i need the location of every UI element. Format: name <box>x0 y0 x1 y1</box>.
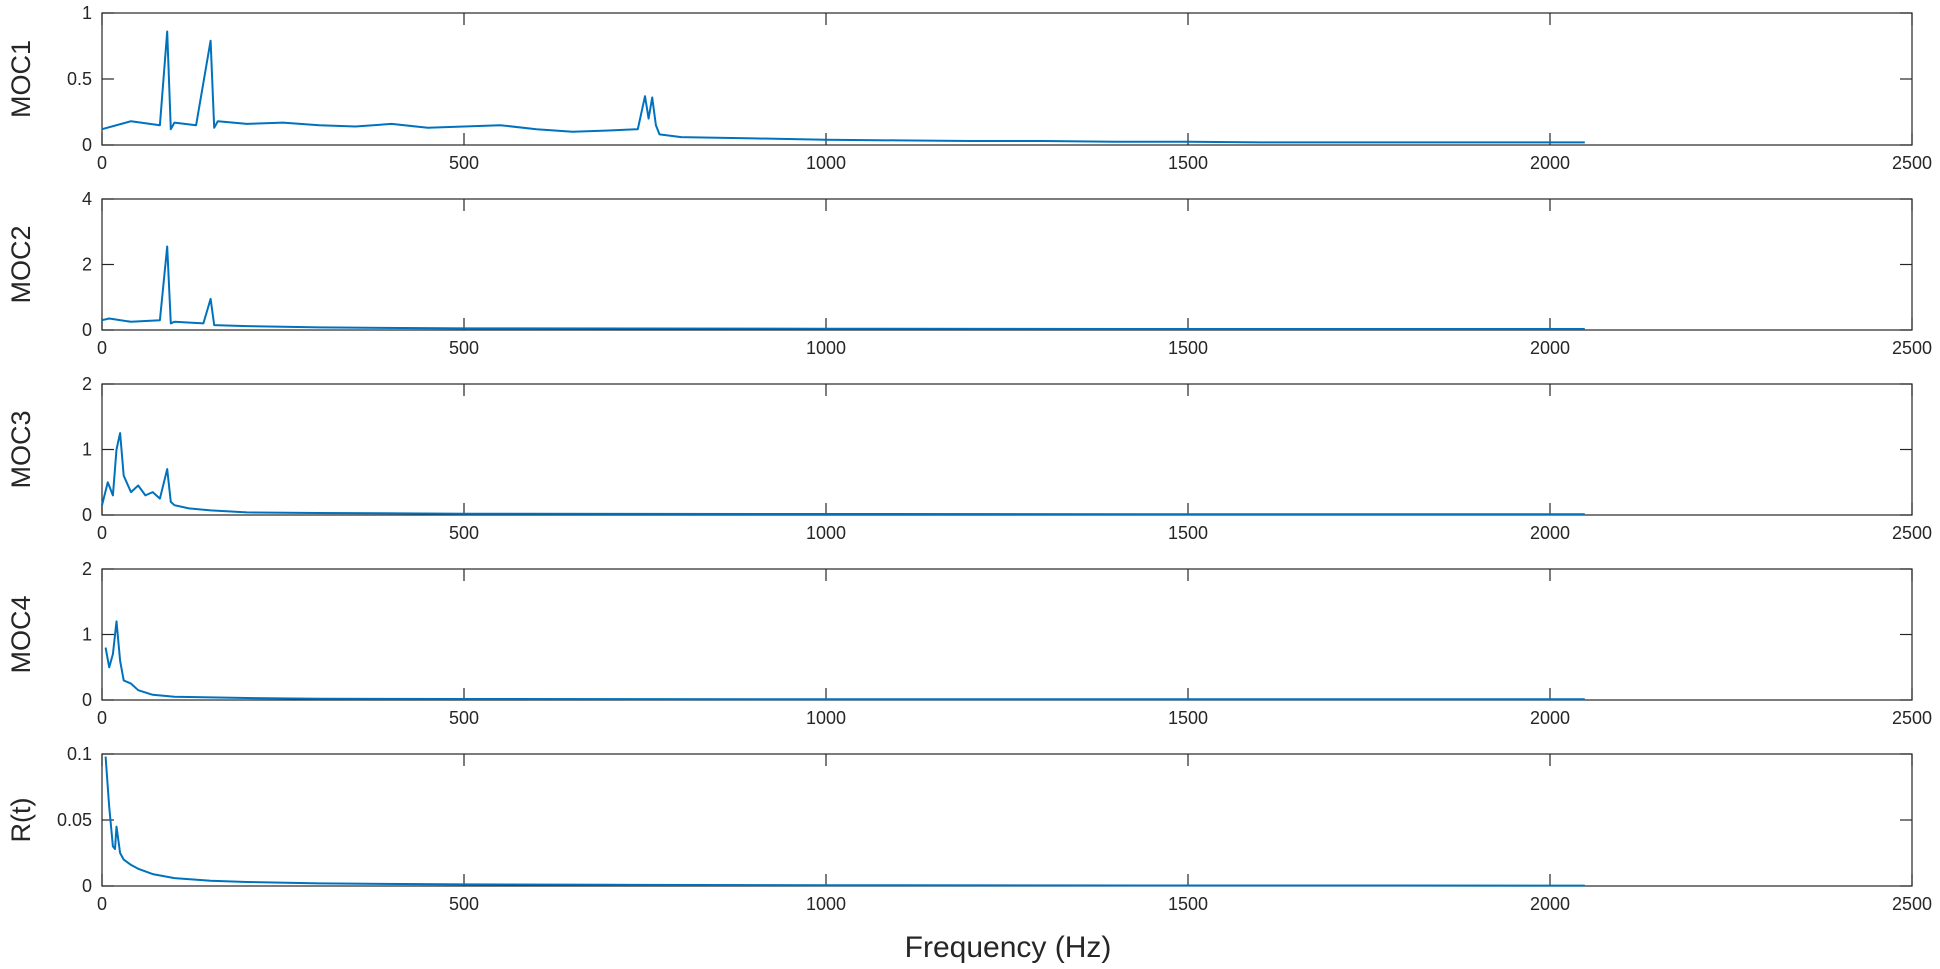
spectrum-line <box>104 756 1585 887</box>
x-tick-label: 1000 <box>806 894 846 914</box>
x-tick-label: 0 <box>97 153 107 173</box>
spectrum-line <box>101 245 1585 330</box>
y-tick-label: 0 <box>82 876 92 896</box>
subplot-4: 0 500 1000 1500 2000 2500 0 1 2 MOC4 <box>6 559 1932 728</box>
y-tick-label: 2 <box>82 374 92 394</box>
y-tick-label: 0.05 <box>57 810 92 830</box>
x-tick-label: 0 <box>97 708 107 728</box>
subplot-2: 0 500 1000 1500 2000 2500 0 2 4 MOC2 <box>6 189 1932 358</box>
x-tick-label: 0 <box>97 338 107 358</box>
y-axis-label: R(t) <box>6 798 36 843</box>
subplot-1: 0 500 1000 1500 2000 2500 0 0.5 1 MOC1 <box>6 3 1932 173</box>
subplot-3: 0 500 1000 1500 2000 2500 0 1 2 MOC3 <box>6 374 1932 543</box>
y-axis-label: MOC1 <box>6 40 36 118</box>
x-tick-label: 2000 <box>1530 338 1570 358</box>
x-tick-label: 500 <box>449 153 479 173</box>
axes-box <box>101 383 1913 516</box>
y-tick-label: 1 <box>82 625 92 645</box>
y-tick-label: 0 <box>82 505 92 525</box>
y-tick-label: 4 <box>82 189 92 209</box>
y-tick-label: 0 <box>82 690 92 710</box>
x-tick-label: 500 <box>449 708 479 728</box>
y-tick-label: 1 <box>82 440 92 460</box>
x-tick-label: 2500 <box>1892 338 1932 358</box>
axes-box <box>101 12 1913 146</box>
x-tick-label: 0 <box>97 523 107 543</box>
x-axis-label: Frequency (Hz) <box>905 931 1112 964</box>
y-tick-label: 0.5 <box>67 69 92 89</box>
x-tick-label: 2000 <box>1530 153 1570 173</box>
axes-box <box>101 568 1913 701</box>
y-tick-label: 0.1 <box>67 744 92 764</box>
x-tick-label: 1500 <box>1168 153 1208 173</box>
subplot-5: 0 500 1000 1500 2000 2500 0 0.05 0.1 R(t) <box>6 744 1932 914</box>
x-tick-label: 1000 <box>806 338 846 358</box>
y-tick-label: 1 <box>82 3 92 23</box>
y-tick-label: 2 <box>82 255 92 275</box>
y-axis-label: MOC2 <box>6 225 36 303</box>
x-tick-label: 1500 <box>1168 523 1208 543</box>
x-tick-label: 1000 <box>806 708 846 728</box>
x-tick-label: 2500 <box>1892 894 1932 914</box>
y-tick-label: 2 <box>82 559 92 579</box>
spectrum-line <box>101 432 1585 516</box>
y-axis-label: MOC3 <box>6 410 36 488</box>
x-tick-label: 500 <box>449 523 479 543</box>
y-tick-label: 0 <box>82 135 92 155</box>
y-tick-label: 0 <box>82 320 92 340</box>
x-tick-label: 2000 <box>1530 523 1570 543</box>
x-tick-label: 2500 <box>1892 153 1932 173</box>
axes-box <box>101 753 1913 887</box>
y-axis-label: MOC4 <box>6 595 36 673</box>
x-tick-label: 1000 <box>806 523 846 543</box>
x-tick-label: 2000 <box>1530 894 1570 914</box>
x-tick-label: 2500 <box>1892 708 1932 728</box>
x-tick-label: 500 <box>449 894 479 914</box>
x-tick-label: 1000 <box>806 153 846 173</box>
x-tick-label: 2500 <box>1892 523 1932 543</box>
x-tick-label: 1500 <box>1168 708 1208 728</box>
axes-box <box>101 198 1913 331</box>
spectrum-line <box>101 30 1585 144</box>
spectrum-line <box>104 620 1585 701</box>
x-tick-label: 500 <box>449 338 479 358</box>
x-tick-label: 1500 <box>1168 894 1208 914</box>
x-tick-label: 0 <box>97 894 107 914</box>
x-tick-label: 2000 <box>1530 708 1570 728</box>
x-tick-label: 1500 <box>1168 338 1208 358</box>
